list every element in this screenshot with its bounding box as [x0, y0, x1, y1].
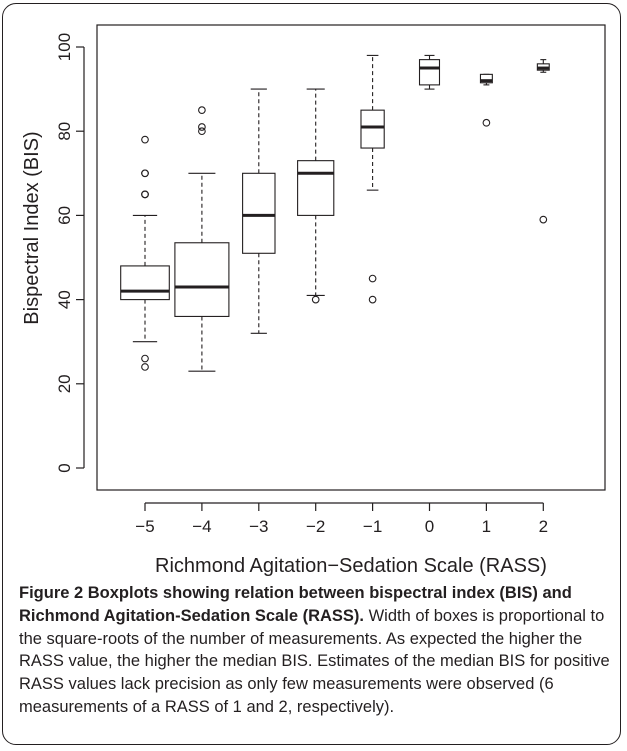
box	[418, 59, 441, 86]
y-tick-label: 100	[55, 33, 74, 61]
box-group	[120, 135, 170, 371]
box	[120, 265, 170, 301]
box-group	[536, 59, 550, 224]
axes: 0 20 40 60 80 100 −5 −4 −3 −2 −1 0 1 2	[55, 33, 548, 536]
boxplot-chart: 0 20 40 60 80 100 −5 −4 −3 −2 −1 0 1 2 Richmond Agita…	[21, 24, 606, 577]
box-group	[360, 54, 385, 304]
outlier-point	[198, 106, 206, 114]
y-axis-label: Bispectral Index (BIS)	[21, 131, 43, 324]
outlier-point	[198, 123, 206, 131]
outlier-point	[482, 118, 491, 127]
box-group	[418, 54, 441, 90]
box-group	[479, 73, 493, 127]
y-tick-label: 60	[55, 206, 74, 225]
box	[297, 160, 335, 216]
y-tick-label: 0	[55, 463, 74, 472]
outlier-point	[539, 215, 548, 224]
box	[360, 109, 385, 149]
x-tick-label: −4	[192, 517, 211, 536]
caption-title: Figure 2 Boxplots showing relation betwe…	[19, 584, 572, 625]
outlier-point	[368, 274, 377, 283]
box-group	[242, 88, 276, 334]
plot-area-border	[96, 24, 606, 491]
outlier-point	[141, 135, 149, 144]
figure-frame	[2, 3, 621, 745]
x-tick-label: 0	[425, 517, 434, 536]
outlier-point	[141, 354, 149, 363]
y-tick-label: 40	[55, 290, 74, 309]
box	[242, 172, 276, 254]
box	[174, 242, 230, 317]
y-tick-label: 80	[55, 122, 74, 141]
outlier-point	[198, 127, 206, 136]
x-tick-label: −3	[249, 517, 268, 536]
box	[479, 73, 493, 84]
outlier-point	[368, 295, 377, 304]
x-tick-label: −5	[135, 517, 154, 536]
x-tick-label: 2	[539, 517, 548, 536]
boxes	[120, 54, 550, 372]
x-tick-label: −1	[363, 517, 382, 536]
box-group	[297, 88, 335, 304]
outlier-point	[141, 190, 149, 199]
box-group	[174, 106, 230, 372]
x-tick-label: 1	[482, 517, 491, 536]
outlier-point	[311, 295, 320, 304]
outlier-point	[141, 169, 149, 178]
figure-caption: Figure 2 Boxplots showing relation betwe…	[19, 582, 614, 719]
outlier-point	[141, 363, 149, 371]
y-tick-label: 20	[55, 374, 74, 393]
caption-body: Width of boxes is proportional to the sq…	[19, 606, 610, 716]
x-tick-label: −2	[306, 517, 325, 536]
x-axis-label: Richmond Agitation−Sedation Scale (RASS)	[155, 555, 547, 577]
